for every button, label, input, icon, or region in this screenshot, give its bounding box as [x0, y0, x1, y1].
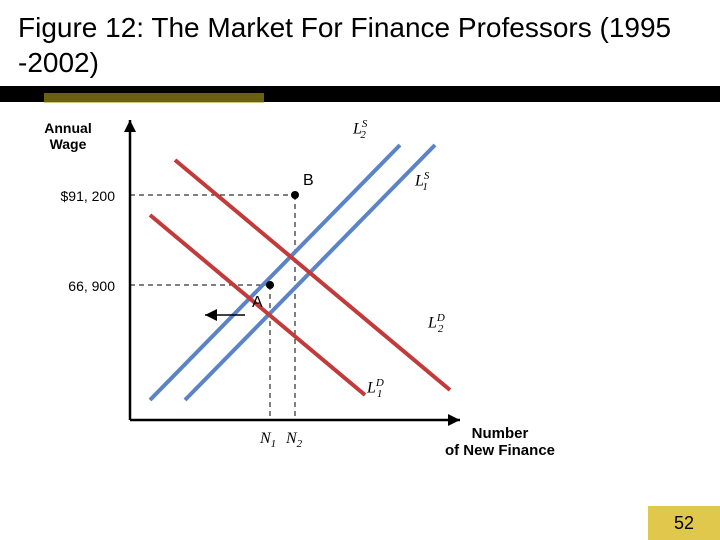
label-ld2: LD2 — [428, 312, 443, 335]
x-tick-n1: N1 — [260, 430, 276, 450]
x-tick-n2: N2 — [286, 430, 302, 450]
title-accent — [44, 93, 264, 103]
label-ls2: LS2 — [353, 118, 366, 141]
figure-title: Figure 12: The Market For Finance Profes… — [18, 10, 702, 80]
x-caption-line1: Number — [472, 425, 529, 442]
y-tick-low: 66, 900 — [30, 278, 115, 294]
point-a-label: A — [252, 294, 263, 312]
label-ld1: LD1 — [367, 377, 382, 400]
title-underline — [0, 86, 720, 102]
page-number-badge: 52 — [648, 506, 720, 540]
x-caption-line2: of New Finance — [445, 442, 555, 459]
page-number: 52 — [674, 513, 694, 534]
label-ls1: LS1 — [415, 170, 428, 193]
y-tick-high: $91, 200 — [30, 188, 115, 204]
y-axis-label-line1: Annual — [44, 120, 91, 136]
point-b-label: B — [303, 172, 314, 190]
chart: Annual Wage $91, 200 66, 900 LS2 LS1 LD2… — [20, 120, 580, 480]
y-axis-label-line2: Wage — [50, 136, 87, 152]
y-axis-label: Annual Wage — [28, 120, 108, 152]
x-axis-caption: Number of New Finance — [415, 425, 585, 460]
